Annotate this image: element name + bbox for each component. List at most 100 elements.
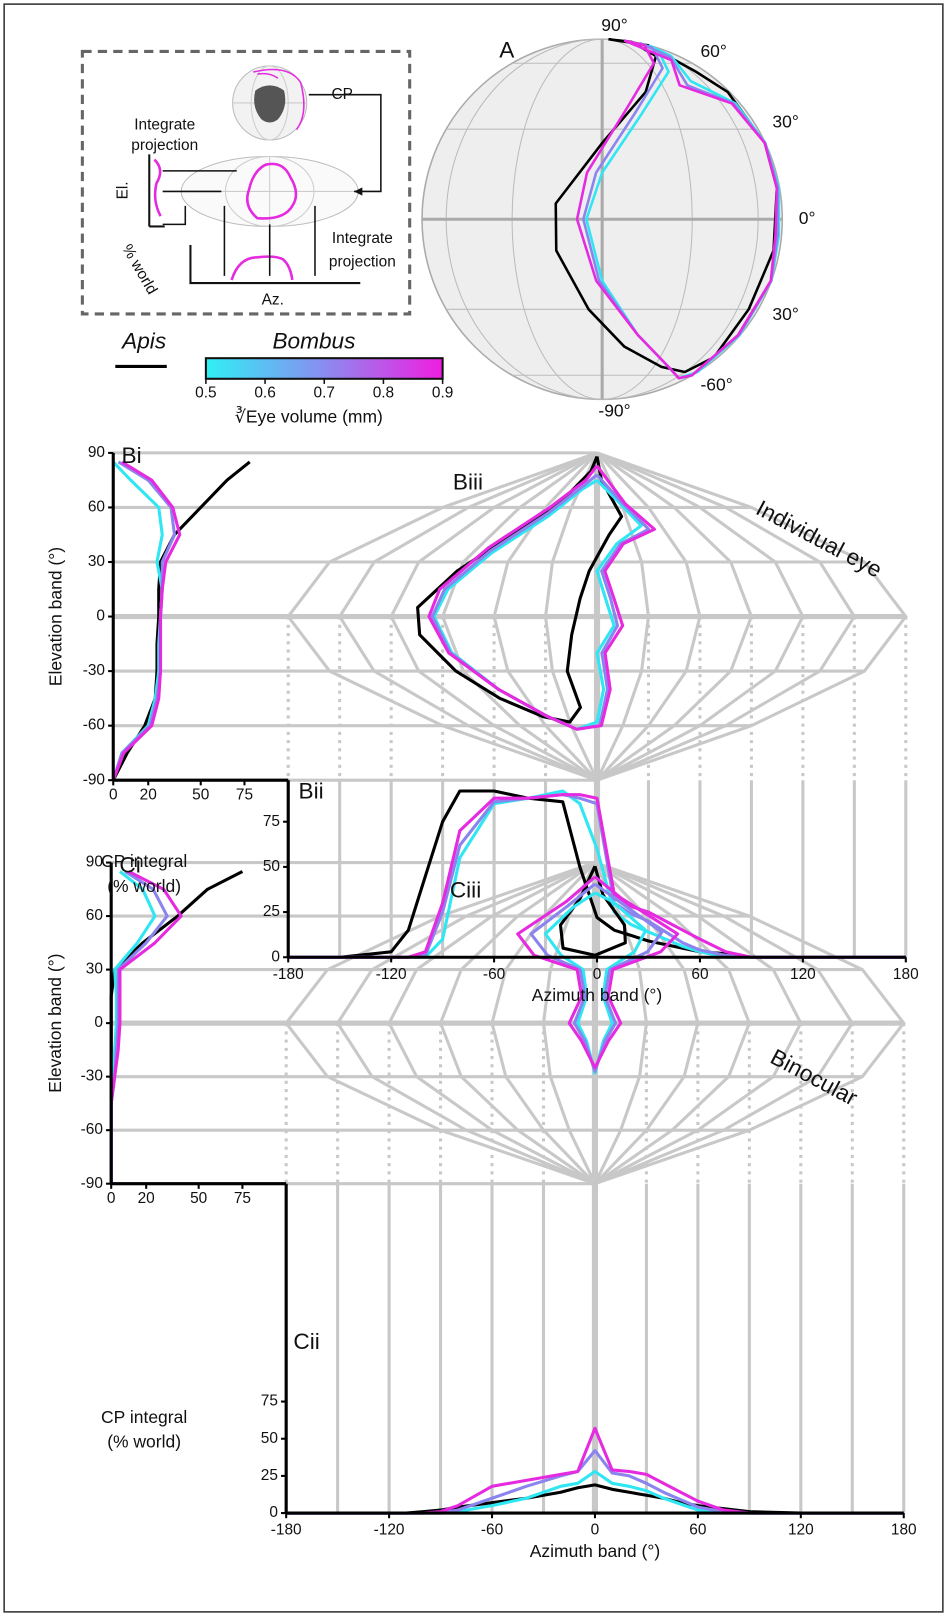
x-tick-label: -120 <box>376 966 407 983</box>
grid-layer <box>111 38 908 1514</box>
y-tick-label: 60 <box>88 499 105 516</box>
globe-outline <box>253 68 305 131</box>
sphere-tick-label: 90° <box>601 15 627 35</box>
x-tick-label: 20 <box>140 787 157 804</box>
x-tick-label: 120 <box>790 966 816 983</box>
arrow <box>223 205 316 276</box>
x-tick-label: 50 <box>190 1190 207 1207</box>
x-tick-label: -60 <box>483 966 505 983</box>
text-layer: 0.5 0.6 0.7 0.8 0.9 -90 -60 -30 0 30 60 90 0 20 50 75 Bi… <box>45 15 918 1561</box>
x-tick-label: 75 <box>234 1190 251 1207</box>
profile-line <box>111 460 182 781</box>
y-tick-label: 90 <box>86 854 103 871</box>
outline <box>529 882 664 1073</box>
x-tick-label: 60 <box>691 966 708 983</box>
y-tick-label: 0 <box>271 948 280 965</box>
y-tick-label: 0 <box>96 608 105 625</box>
profile-line <box>111 460 164 781</box>
y-axis-label: (% world) <box>107 1432 181 1452</box>
inset-text: Integrate <box>332 230 393 247</box>
inset-text: El. <box>115 181 132 199</box>
sphere-tick-label: 30° <box>772 304 798 324</box>
annotation: Individual eye <box>752 496 886 583</box>
y-tick-label: -60 <box>83 717 105 734</box>
inset-frame <box>80 49 412 316</box>
y-tick-label: 60 <box>86 907 103 924</box>
y-tick-label: 90 <box>88 444 105 461</box>
panel-label: A <box>499 37 515 62</box>
y-axis-label: CP integral <box>101 1407 187 1427</box>
series-line <box>288 793 906 959</box>
outline <box>516 875 680 1070</box>
inset-text: CP <box>331 86 352 103</box>
x-tick-label: 0 <box>107 1190 116 1207</box>
inset-text: Az. <box>262 292 284 309</box>
inset-text: Integrate <box>134 117 195 134</box>
x-tick-label: 0 <box>591 1522 600 1539</box>
y-tick-label: -90 <box>81 1175 103 1192</box>
outline <box>432 478 643 731</box>
y-axis-label: Elevation band (°) <box>45 954 65 1093</box>
panel-label: Biii <box>453 470 483 495</box>
inset-text: projection <box>329 254 396 271</box>
y-axis-label: (% world) <box>107 876 181 896</box>
y-tick-label: 0 <box>269 1504 278 1521</box>
axis-layer <box>106 378 907 1519</box>
inset-text: % world <box>118 241 160 297</box>
el-profile <box>153 158 162 217</box>
y-tick-label: -60 <box>81 1121 103 1138</box>
x-tick-label: -180 <box>271 1522 302 1539</box>
sphere-tick-label: -60° <box>700 375 732 395</box>
x-tick-label: -180 <box>273 966 304 983</box>
sphere-tick-label: -90° <box>598 401 630 421</box>
az-profile <box>230 255 294 281</box>
panel-label: Ciii <box>450 877 481 902</box>
y-tick-label: 0 <box>94 1014 103 1031</box>
arrow-head <box>354 187 363 196</box>
arrow <box>308 93 382 193</box>
x-tick-label: 0 <box>109 787 118 804</box>
x-tick-label: 50 <box>192 787 209 804</box>
x-tick-label: 120 <box>788 1522 814 1539</box>
y-tick-label: 30 <box>86 961 103 978</box>
outline <box>427 464 656 731</box>
colorbar <box>204 357 444 380</box>
y-tick-label: 75 <box>263 813 280 830</box>
legend-label: Apis <box>120 329 166 354</box>
colorbar-tick-label: 0.7 <box>314 384 335 401</box>
legend-label: Bombus <box>272 329 355 354</box>
colorbar-tick-label: 0.8 <box>373 384 394 401</box>
colorbar-label: ∛Eye volume (mm) <box>235 407 383 427</box>
y-tick-label: 50 <box>263 858 280 875</box>
profile-line <box>111 460 251 781</box>
y-axis-label: CP integral <box>101 851 187 871</box>
inset: CP Integrate projection Integrate projec… <box>80 49 412 316</box>
outline <box>543 891 648 1075</box>
panel-label: Bi <box>121 443 141 468</box>
inset-text: projection <box>131 137 198 154</box>
panel-label: Bii <box>299 779 324 804</box>
x-tick-label: -60 <box>481 1522 503 1539</box>
x-tick-label: 20 <box>138 1190 155 1207</box>
mini-outline <box>246 162 298 220</box>
sphere-tick-label: 30° <box>772 112 798 132</box>
x-tick-label: -120 <box>374 1522 405 1539</box>
y-tick-label: 25 <box>261 1467 278 1484</box>
y-tick-label: 30 <box>88 553 105 570</box>
frame <box>3 3 944 1613</box>
az-axis <box>189 244 361 285</box>
sphere-tick-label: 0° <box>799 208 816 228</box>
y-tick-label: -30 <box>81 1068 103 1085</box>
bee-head <box>254 85 286 123</box>
x-tick-label: 180 <box>891 1522 917 1539</box>
panel-label: Ci <box>119 853 140 878</box>
profile-line <box>109 870 183 1184</box>
y-tick-label: 25 <box>263 903 280 920</box>
x-axis-label: Azimuth band (°) <box>530 1541 660 1561</box>
panel-label: Cii <box>293 1329 319 1354</box>
colorbar-tick-label: 0.6 <box>254 384 275 401</box>
y-axis-label: Elevation band (°) <box>45 547 65 686</box>
x-axis-label: Azimuth band (°) <box>532 985 662 1005</box>
colorbar-tick-label: 0.9 <box>432 384 453 401</box>
